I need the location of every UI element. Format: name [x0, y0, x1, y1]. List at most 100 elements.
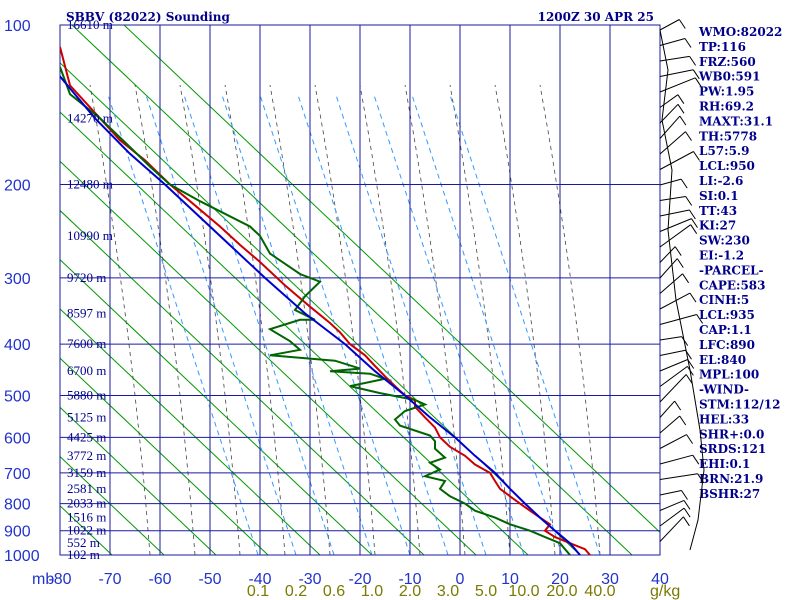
y-tick-label: 200	[4, 178, 31, 195]
wind-barb-flag	[685, 374, 693, 384]
wind-barb-flag	[678, 19, 686, 29]
mixing-ratio-label: 2.0	[399, 583, 421, 600]
index-value: -WIND-	[699, 383, 749, 397]
mixing-ratio-label: 0.6	[323, 583, 345, 600]
wind-barb	[659, 374, 687, 403]
height-label: 2581 m	[67, 481, 106, 496]
wind-barb-flag	[685, 196, 693, 206]
height-label: 4425 m	[67, 429, 106, 444]
mixing-ratio-line	[183, 94, 335, 555]
mixing-ratio-line	[107, 94, 259, 555]
plot-frame	[59, 24, 661, 556]
profile-line-3	[60, 75, 581, 555]
wind-barb	[659, 490, 682, 496]
wind-barb	[659, 473, 698, 480]
height-label: 1516 m	[67, 510, 106, 525]
wind-barb	[659, 246, 676, 263]
wind-barb	[659, 196, 686, 201]
wind-barb-flag	[692, 69, 700, 80]
wind-barb-flag	[689, 56, 697, 66]
x-tick-label: -20	[348, 571, 371, 588]
x-tick-label: 30	[601, 571, 619, 588]
moist-adiabat	[179, 84, 241, 555]
index-value: LCL:950	[699, 159, 755, 173]
y-tick-label: 500	[4, 389, 31, 406]
wind-barb-flag	[686, 366, 694, 376]
height-label: 6700 m	[67, 363, 106, 378]
wind-barb-flag	[681, 336, 689, 346]
height-label: 5880 m	[67, 388, 106, 403]
height-label: 8597 m	[67, 305, 106, 320]
x-tick-label: -10	[398, 571, 421, 588]
index-value: WB0:591	[698, 70, 760, 84]
wind-barb-flag	[680, 178, 688, 189]
height-label: 102 m	[67, 547, 100, 562]
wind-barb	[659, 314, 697, 325]
x-tick-label: -70	[98, 571, 121, 588]
wind-barb-flag	[683, 507, 691, 518]
mixing-ratio-label: 10.0	[508, 583, 539, 600]
mixing-ratio-line	[373, 94, 525, 555]
wind-barb	[659, 434, 687, 449]
dry-adiabat	[123, 25, 660, 533]
wind-barb-flag	[686, 434, 694, 444]
wind-barb-flag	[683, 500, 691, 510]
moist-adiabat	[314, 84, 376, 555]
profile-line-2	[60, 66, 571, 555]
x-tick-label: 20	[551, 571, 569, 588]
x-tick-label: 40	[651, 571, 669, 588]
index-value: LCL:935	[699, 308, 755, 322]
mixing-ratio-label: 5.0	[475, 583, 497, 600]
moist-adiabat	[269, 84, 331, 555]
pressure-temperature-grid	[59, 24, 661, 556]
wind-barb-flag	[674, 246, 682, 256]
index-value: SRDS:121	[699, 442, 766, 456]
moist-adiabat	[494, 84, 556, 555]
height-label: 16610 m	[67, 17, 113, 32]
wind-barb-flag	[697, 473, 705, 483]
wind-barb	[659, 499, 685, 511]
wind-barb	[659, 400, 676, 418]
index-value: CAPE:583	[699, 278, 766, 292]
y-tick-label: 700	[4, 466, 31, 483]
wind-barb	[659, 454, 693, 465]
wind-barb-flag	[687, 359, 695, 369]
x-tick-label: -80	[48, 571, 71, 588]
wind-barb-flag	[684, 38, 692, 48]
mixing-ratio-unit: g/kg	[650, 583, 680, 600]
index-value: MPL:100	[699, 368, 759, 382]
x-tick-label: 0	[456, 571, 465, 588]
mixing-ratio-label: 0.2	[285, 583, 307, 600]
index-value: L57:5.9	[699, 144, 749, 158]
wind-barb	[659, 209, 690, 217]
dry-adiabat	[71, 25, 633, 555]
dry-adiabat	[60, 209, 425, 555]
wind-barb-flag	[677, 104, 685, 114]
profile-lines	[60, 46, 591, 555]
wind-barb	[659, 94, 679, 108]
wind-barb-flag	[681, 490, 688, 500]
mixing-ratio-label: 1.0	[361, 583, 383, 600]
index-value: TH:5778	[699, 129, 757, 143]
wind-barb	[659, 19, 680, 31]
wind-barb-flag	[691, 218, 698, 228]
index-value: CAP:1.1	[699, 323, 752, 337]
index-value: PW:1.95	[699, 85, 754, 99]
y-tick-label: 1000	[4, 548, 40, 565]
index-value: CINH:5	[699, 293, 749, 307]
mixing-ratio-label: 40.0	[584, 583, 615, 600]
index-value: -PARCEL-	[699, 263, 764, 277]
wind-barb-flag	[682, 516, 690, 527]
height-label: 3772 m	[67, 448, 106, 463]
wind-barb-flag	[688, 209, 696, 220]
y-tick-label: 800	[4, 497, 31, 514]
wind-barb	[659, 365, 688, 387]
index-value: TP:116	[699, 40, 746, 54]
y-tick-label: 400	[4, 337, 31, 354]
wind-barb	[659, 516, 684, 542]
x-tick-label: -30	[298, 571, 321, 588]
dry-adiabat	[60, 406, 217, 555]
wind-barb	[659, 55, 690, 62]
wind-barb-flag	[674, 400, 682, 411]
